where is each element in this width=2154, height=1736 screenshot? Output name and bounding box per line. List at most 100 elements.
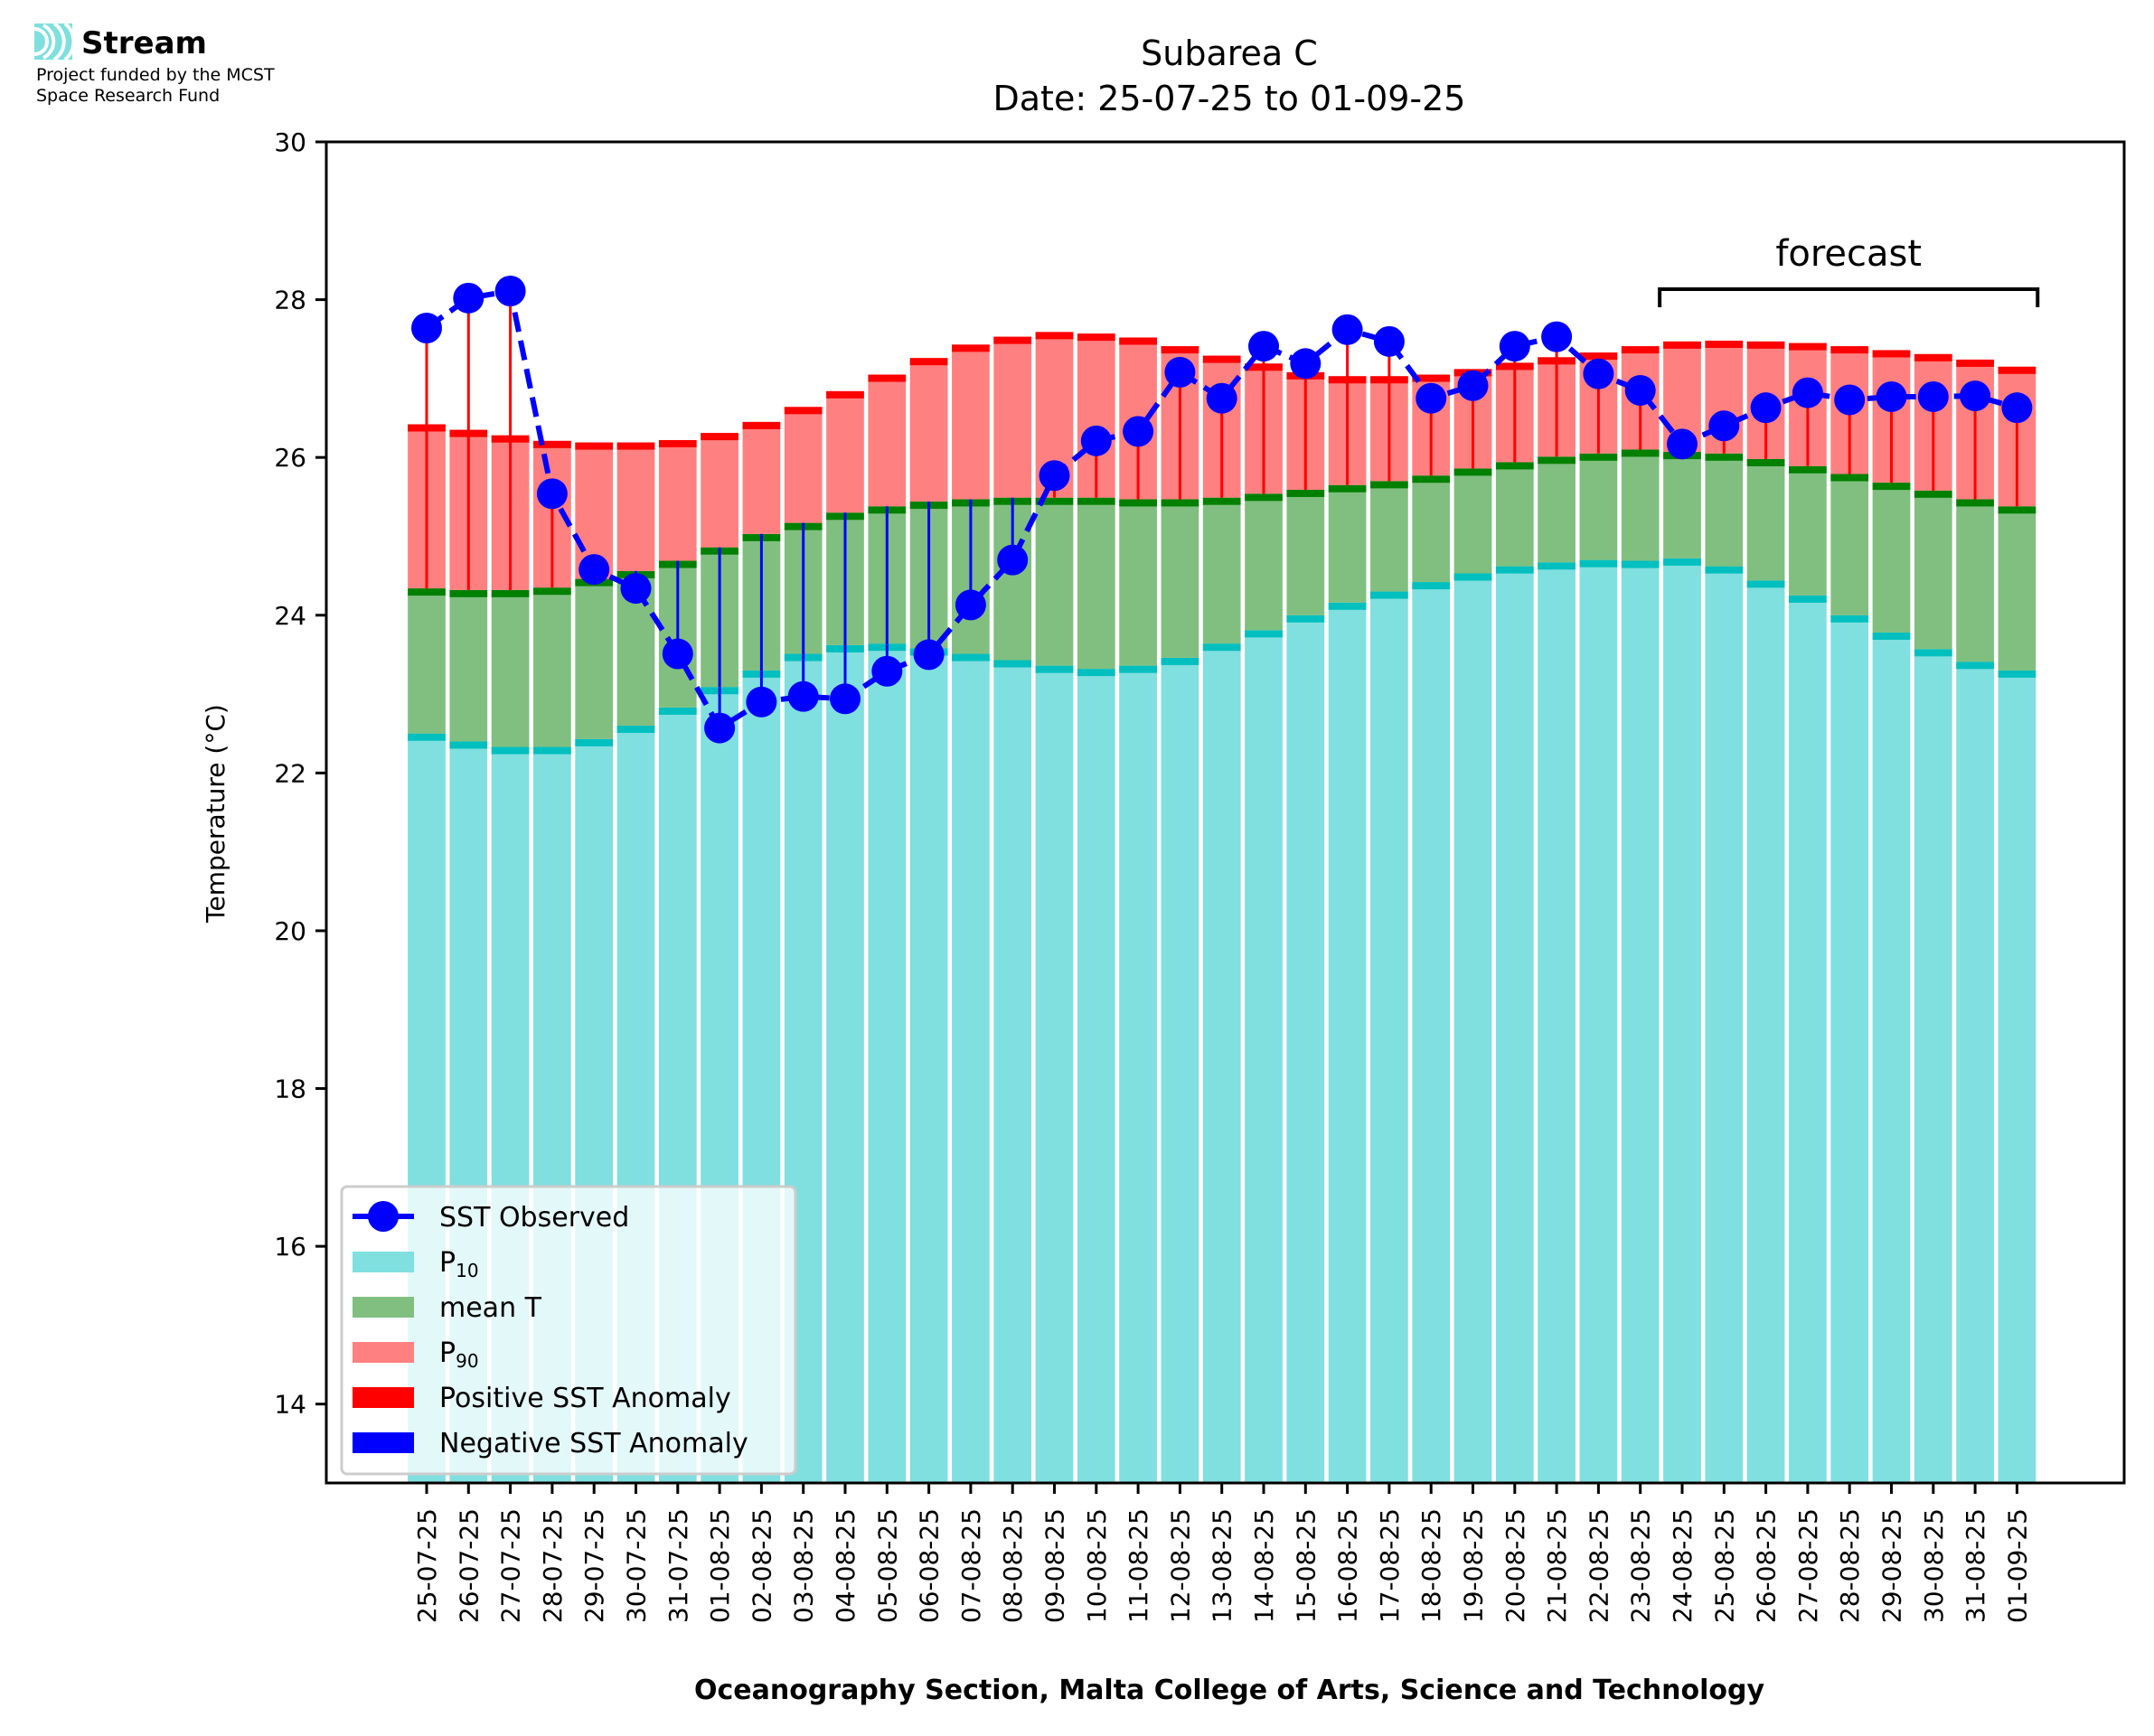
bar-mean bbox=[1495, 462, 1534, 567]
x-tick-label: 18-08-25 bbox=[1416, 1508, 1446, 1623]
bar-mean bbox=[1789, 465, 1827, 596]
bar-mean bbox=[408, 588, 446, 734]
legend-label-subscript: 90 bbox=[456, 1350, 478, 1372]
bar-stack bbox=[1789, 343, 1827, 1483]
y-tick-label: 22 bbox=[274, 758, 306, 788]
y-tick-label: 26 bbox=[274, 443, 306, 473]
sst-observed-point bbox=[1541, 321, 1573, 352]
x-tick-label: 07-08-25 bbox=[956, 1508, 986, 1623]
bar-stack bbox=[1453, 369, 1492, 1483]
bar-p10-cap bbox=[1370, 591, 1408, 599]
sst-observed-point bbox=[1080, 425, 1112, 456]
sst-observed-point bbox=[1499, 331, 1530, 362]
bar-p10-cap bbox=[1245, 630, 1283, 638]
bar-p90-cap bbox=[1789, 343, 1827, 351]
y-tick-label: 24 bbox=[274, 601, 306, 631]
bar-stack bbox=[1119, 337, 1157, 1483]
y-tick-label: 20 bbox=[274, 916, 306, 946]
bar-stack bbox=[1370, 376, 1408, 1483]
bar-p10 bbox=[1663, 558, 1701, 1483]
sst-observed-point bbox=[1624, 374, 1656, 406]
bar-mean-cap bbox=[1914, 490, 1952, 498]
bar-mean bbox=[1453, 468, 1492, 574]
bar-p90-cap bbox=[1914, 353, 1952, 361]
sst-observed-point bbox=[913, 639, 945, 671]
bar-p10 bbox=[952, 653, 990, 1483]
axes-layer: 14 16 18 20 22 24 26 28 30 25-07-25 26-07-25 27-07-… bbox=[274, 127, 2126, 1623]
bar-p10 bbox=[1412, 582, 1451, 1483]
legend-swatch bbox=[353, 1387, 414, 1408]
bar-mean-cap bbox=[1495, 462, 1534, 470]
bar-mean bbox=[1202, 497, 1241, 644]
bar-stack bbox=[1914, 353, 1952, 1483]
bar-p10-cap bbox=[1746, 580, 1785, 588]
bar-p90 bbox=[658, 439, 697, 561]
sst-observed-point bbox=[578, 554, 610, 586]
x-tick-label: 04-08-25 bbox=[831, 1508, 861, 1623]
sst-observed-point bbox=[997, 544, 1029, 576]
bar-p90-cap bbox=[1579, 352, 1618, 361]
legend-swatch bbox=[353, 1342, 414, 1363]
x-tick-label: 29-08-25 bbox=[1877, 1508, 1907, 1623]
bar-mean-cap bbox=[1872, 483, 1911, 491]
bar-p10-cap bbox=[449, 741, 488, 749]
sst-observed-point bbox=[1457, 370, 1489, 401]
x-tick-label: 21-08-25 bbox=[1542, 1508, 1572, 1623]
bar-mean bbox=[1872, 483, 1911, 633]
bar-p10-cap bbox=[1998, 670, 2036, 678]
bar-p10 bbox=[1453, 573, 1492, 1483]
bar-p90-cap bbox=[658, 439, 697, 447]
bar-mean-cap bbox=[408, 588, 446, 596]
sst-observed-point bbox=[1750, 392, 1782, 424]
bar-mean bbox=[1077, 497, 1115, 670]
sst-observed-point bbox=[1876, 380, 1907, 412]
bar-mean bbox=[449, 589, 488, 742]
sst-observed-point bbox=[1290, 348, 1322, 380]
bar-p10-cap bbox=[1914, 649, 1952, 657]
bar-p10-cap bbox=[616, 725, 655, 733]
bar-p10-cap bbox=[1830, 615, 1869, 623]
x-tick-label: 26-07-25 bbox=[454, 1508, 484, 1623]
bar-p90 bbox=[701, 433, 738, 548]
bar-p10-cap bbox=[1538, 562, 1576, 570]
bar-p10-cap bbox=[1789, 595, 1827, 603]
bar-p90 bbox=[993, 336, 1032, 498]
bar-p90-cap bbox=[1705, 340, 1744, 348]
legend-label-text: Negative SST Anomaly bbox=[439, 1428, 748, 1459]
bar-p10 bbox=[1119, 665, 1157, 1483]
bar-p10 bbox=[1370, 591, 1408, 1483]
x-tick-label: 09-08-25 bbox=[1040, 1508, 1070, 1623]
bar-stack bbox=[1956, 359, 1994, 1483]
legend-label-text: mean T bbox=[439, 1292, 542, 1324]
bar-mean bbox=[491, 589, 530, 747]
bar-p10-cap bbox=[1328, 602, 1367, 610]
bar-mean bbox=[1663, 452, 1701, 558]
bar-p10 bbox=[993, 660, 1032, 1483]
x-tick-label: 06-08-25 bbox=[915, 1508, 945, 1623]
sst-observed-point bbox=[1917, 380, 1949, 412]
bar-stack bbox=[1035, 332, 1074, 1483]
legend-swatch bbox=[353, 1432, 414, 1453]
x-tick-label: 14-08-25 bbox=[1249, 1508, 1279, 1623]
bar-p10 bbox=[1202, 643, 1241, 1483]
bar-mean-cap bbox=[1830, 474, 1869, 482]
bar-p10 bbox=[868, 643, 907, 1483]
legend-swatch bbox=[353, 1252, 414, 1272]
bar-p90-cap bbox=[1412, 374, 1451, 382]
bar-stack bbox=[1202, 355, 1241, 1483]
bar-p10 bbox=[1789, 595, 1827, 1483]
bar-mean-cap bbox=[1328, 484, 1367, 493]
bar-mean-cap bbox=[1202, 497, 1241, 505]
legend-label-subscript: 10 bbox=[456, 1260, 478, 1281]
bar-mean bbox=[533, 587, 571, 747]
sst-observed-point bbox=[411, 313, 442, 344]
bar-p90-cap bbox=[909, 358, 948, 366]
x-tick-label: 25-08-25 bbox=[1709, 1508, 1739, 1623]
legend-label: SST Observed bbox=[439, 1202, 629, 1234]
sst-observed-point bbox=[704, 712, 736, 744]
funding-note: Project funded by the MCST Space Research… bbox=[36, 65, 275, 107]
sst-observed-point bbox=[787, 680, 819, 712]
bar-p10-cap bbox=[1035, 665, 1074, 673]
bar-p10-cap bbox=[408, 733, 446, 741]
bar-mean-cap bbox=[1077, 497, 1115, 505]
